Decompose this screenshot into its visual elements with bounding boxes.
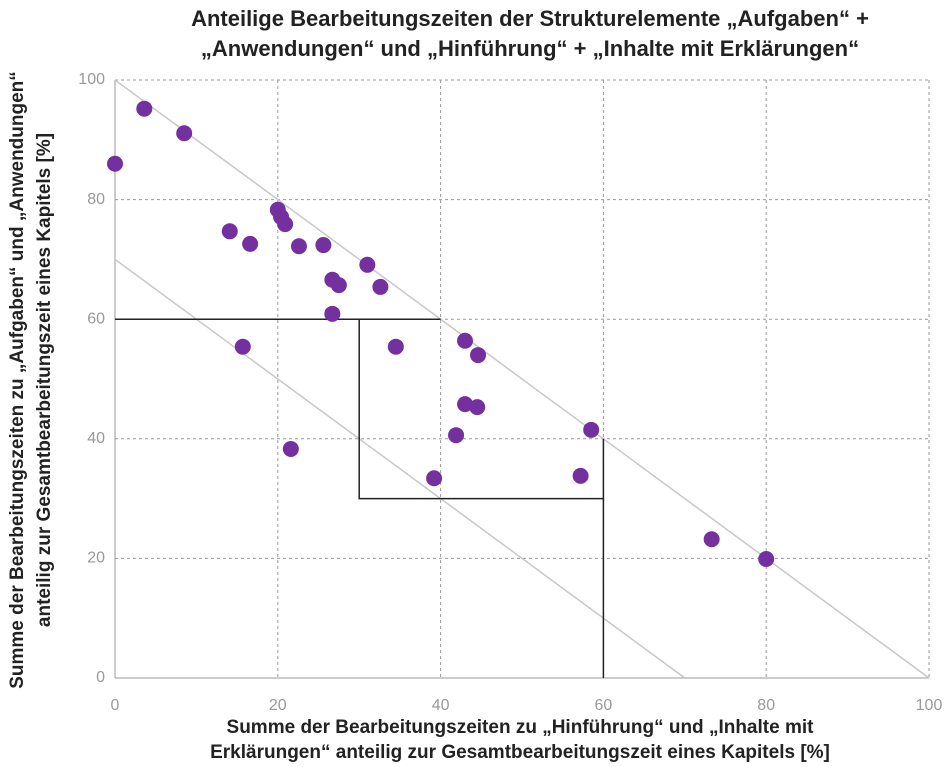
point <box>277 216 294 233</box>
point <box>234 338 251 355</box>
point <box>572 467 589 484</box>
y-tick-label: 60 <box>87 310 105 327</box>
y-axis-label: Summe der Bearbeitungszeiten zu „Aufgabe… <box>7 71 28 689</box>
point <box>282 440 299 457</box>
chart-title: Anteilige Bearbeitungszeiten der Struktu… <box>191 6 869 31</box>
y-tick-label: 80 <box>87 191 105 208</box>
point <box>448 427 465 444</box>
point <box>359 256 376 273</box>
point <box>387 338 404 355</box>
x-tick-label: 40 <box>432 697 450 714</box>
point <box>136 100 153 117</box>
x-tick-label: 20 <box>269 697 287 714</box>
x-tick-label: 60 <box>595 697 613 714</box>
chart-title: „Anwendungen“ und „Hinführung“ + „Inhalt… <box>201 36 859 61</box>
x-axis-label: Erklärungen“ anteilig zur Gesamtbearbeit… <box>210 742 830 763</box>
x-tick-label: 80 <box>757 697 775 714</box>
point <box>426 470 443 487</box>
reference-line <box>358 319 605 500</box>
point <box>315 237 332 254</box>
point <box>583 421 600 438</box>
x-tick-label: 100 <box>916 697 943 714</box>
y-tick-label: 100 <box>78 71 105 88</box>
point <box>176 125 193 142</box>
point <box>324 305 341 322</box>
point <box>703 531 720 548</box>
point <box>372 278 389 295</box>
point <box>290 238 307 255</box>
point <box>470 347 487 364</box>
reference-line <box>114 79 930 679</box>
point <box>469 399 486 416</box>
x-tick-label: 0 <box>111 697 120 714</box>
y-axis-label: anteilig zur Gesamtbearbeitungszeit eine… <box>34 133 55 627</box>
point <box>221 223 238 240</box>
y-tick-label: 40 <box>87 430 105 447</box>
point <box>242 235 259 252</box>
point <box>330 277 347 294</box>
x-axis-label: Summe der Bearbeitungszeiten zu „Hinführ… <box>227 717 815 738</box>
point <box>758 550 775 567</box>
reference-line <box>114 258 686 679</box>
point <box>457 332 474 349</box>
y-tick-label: 0 <box>96 669 105 686</box>
point <box>107 155 123 172</box>
point <box>457 396 474 413</box>
y-tick-label: 20 <box>87 550 105 567</box>
